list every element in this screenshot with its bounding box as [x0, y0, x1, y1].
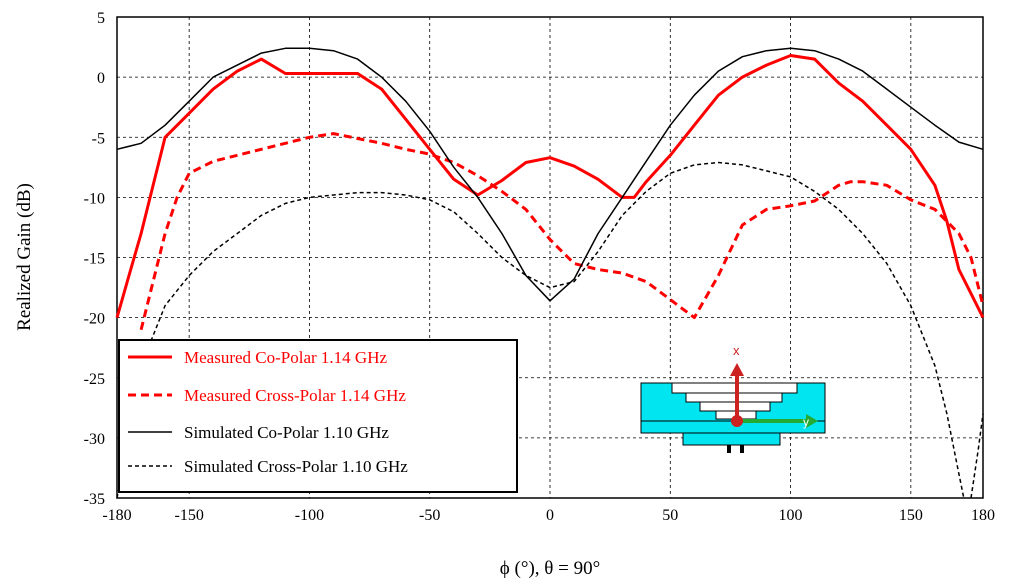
- series-line-1: [139, 132, 985, 331]
- x-tick-label: 100: [779, 507, 803, 524]
- antenna-base: [682, 432, 781, 446]
- y-tick-label: 5: [97, 10, 105, 27]
- x-axis-tag: x: [733, 343, 740, 358]
- x-tick-label: 150: [899, 507, 923, 524]
- x-tick-label: -150: [175, 507, 204, 524]
- y-tick-label: -30: [84, 431, 105, 448]
- y-tick-label: -20: [84, 311, 105, 328]
- tick-labels: -180 -150 -100 -50 0 50 100 150 18050-5-10-15-20…: [84, 10, 995, 524]
- x-axis-arrowhead: [730, 363, 744, 376]
- y-axis-label: Realized Gain (dB): [14, 183, 35, 331]
- plot-frame: [116, 16, 984, 499]
- x-axis-label: ϕ (°), θ = 90°: [500, 558, 600, 579]
- x-tick-label: 0: [546, 507, 554, 524]
- x-tick-label: -50: [419, 507, 440, 524]
- y-tick-label: -35: [84, 491, 105, 508]
- x-tick-label: -180: [102, 507, 131, 524]
- series-line-4: [970, 413, 984, 499]
- y-axis-tag: y: [803, 415, 809, 429]
- antenna-inset: y x: [640, 343, 826, 453]
- series-line-2: [116, 47, 984, 302]
- antenna-cap-step-1: [671, 382, 798, 394]
- y-tick-label: -10: [84, 190, 105, 207]
- y-tick-label: -15: [84, 251, 105, 268]
- legend: Measured Co-Polar 1.14 GHz Measured Cros…: [118, 339, 518, 493]
- legend-label-measured-co: Measured Co-Polar 1.14 GHz: [184, 348, 387, 367]
- series: [115, 47, 985, 499]
- series-line-3: [116, 161, 965, 499]
- x-tick-label: 180: [971, 507, 995, 524]
- y-tick-label: 0: [97, 70, 105, 87]
- x-tick-label: 50: [662, 507, 678, 524]
- series-line-0: [115, 54, 985, 319]
- legend-label-measured-cross: Measured Cross-Polar 1.14 GHz: [184, 386, 406, 405]
- y-axis-arrowhead: [806, 414, 818, 428]
- y-tick-label: -5: [92, 130, 105, 147]
- legend-label-simulated-cross: Simulated Cross-Polar 1.10 GHz: [184, 457, 408, 476]
- connector-pin-right: [740, 445, 744, 453]
- y-tick-label: -25: [84, 371, 105, 388]
- legend-label-simulated-co: Simulated Co-Polar 1.10 GHz: [184, 423, 389, 442]
- legend-box: [118, 339, 518, 493]
- coordinate-origin: [731, 415, 743, 427]
- connector-pin-left: [727, 445, 731, 453]
- x-tick-label: -100: [295, 507, 324, 524]
- antenna-cap-step-2: [685, 392, 783, 403]
